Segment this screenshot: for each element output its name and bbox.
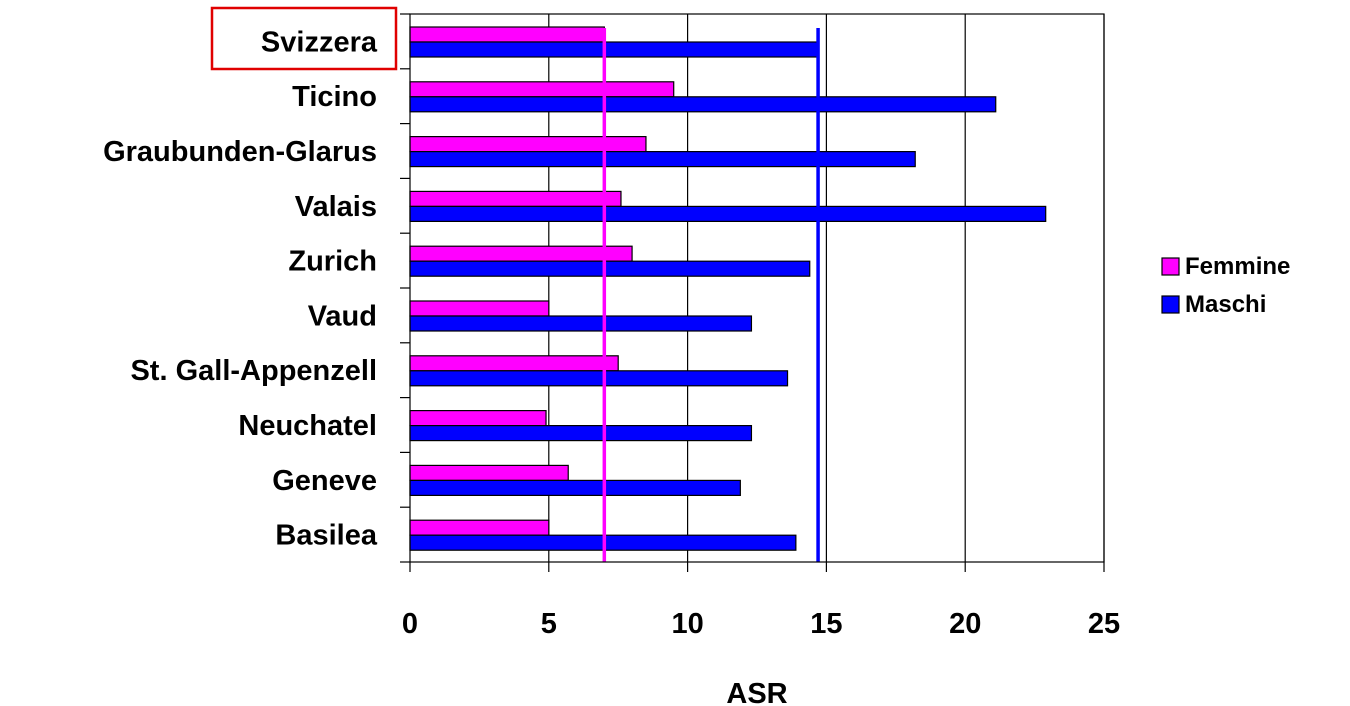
x-tick-labels: 0 5 10 15 20 25 <box>402 608 1120 640</box>
bar-femmine <box>410 191 621 206</box>
bar-femmine <box>410 82 674 97</box>
bars <box>410 27 1046 550</box>
x-tick-label: 0 <box>402 608 418 640</box>
category-label: St. Gall-Appenzell <box>130 355 377 387</box>
x-tick-label: 25 <box>1088 608 1120 640</box>
category-label: Geneve <box>272 465 377 497</box>
bar-maschi <box>410 371 788 386</box>
bar-femmine <box>410 137 646 152</box>
bar-maschi <box>410 42 818 57</box>
legend: Femmine Maschi <box>1162 253 1290 318</box>
category-label: Vaud <box>308 300 377 332</box>
x-axis-title: ASR <box>726 678 787 706</box>
category-label: Svizzera <box>261 26 378 58</box>
category-label: Ticino <box>292 81 377 113</box>
bar-maschi <box>410 426 751 441</box>
bar-femmine <box>410 465 568 480</box>
legend-swatch-maschi <box>1162 296 1179 313</box>
category-label: Valais <box>295 191 377 223</box>
x-tick-label: 15 <box>810 608 842 640</box>
x-tick-label: 20 <box>949 608 981 640</box>
bar-femmine <box>410 520 549 535</box>
legend-label-femmine: Femmine <box>1185 253 1290 280</box>
x-tick-label: 5 <box>541 608 557 640</box>
bar-maschi <box>410 97 996 112</box>
bar-maschi <box>410 206 1046 221</box>
category-label: Zurich <box>288 246 377 278</box>
legend-label-maschi: Maschi <box>1185 291 1266 318</box>
category-label: Graubunden-Glarus <box>103 136 377 168</box>
bar-maschi <box>410 261 810 276</box>
bar-femmine <box>410 301 549 316</box>
x-tick-label: 10 <box>671 608 703 640</box>
category-label: Basilea <box>275 520 377 552</box>
category-labels: Svizzera Ticino Graubunden-Glarus Valais Zur… <box>103 8 396 552</box>
bar-femmine <box>410 411 546 426</box>
category-label: Neuchatel <box>238 410 377 442</box>
bar-femmine <box>410 27 604 42</box>
bar-femmine <box>410 246 632 261</box>
bar-femmine <box>410 356 618 371</box>
legend-swatch-femmine <box>1162 258 1179 275</box>
bar-maschi <box>410 480 740 495</box>
bar-maschi <box>410 152 915 167</box>
bar-maschi <box>410 316 751 331</box>
